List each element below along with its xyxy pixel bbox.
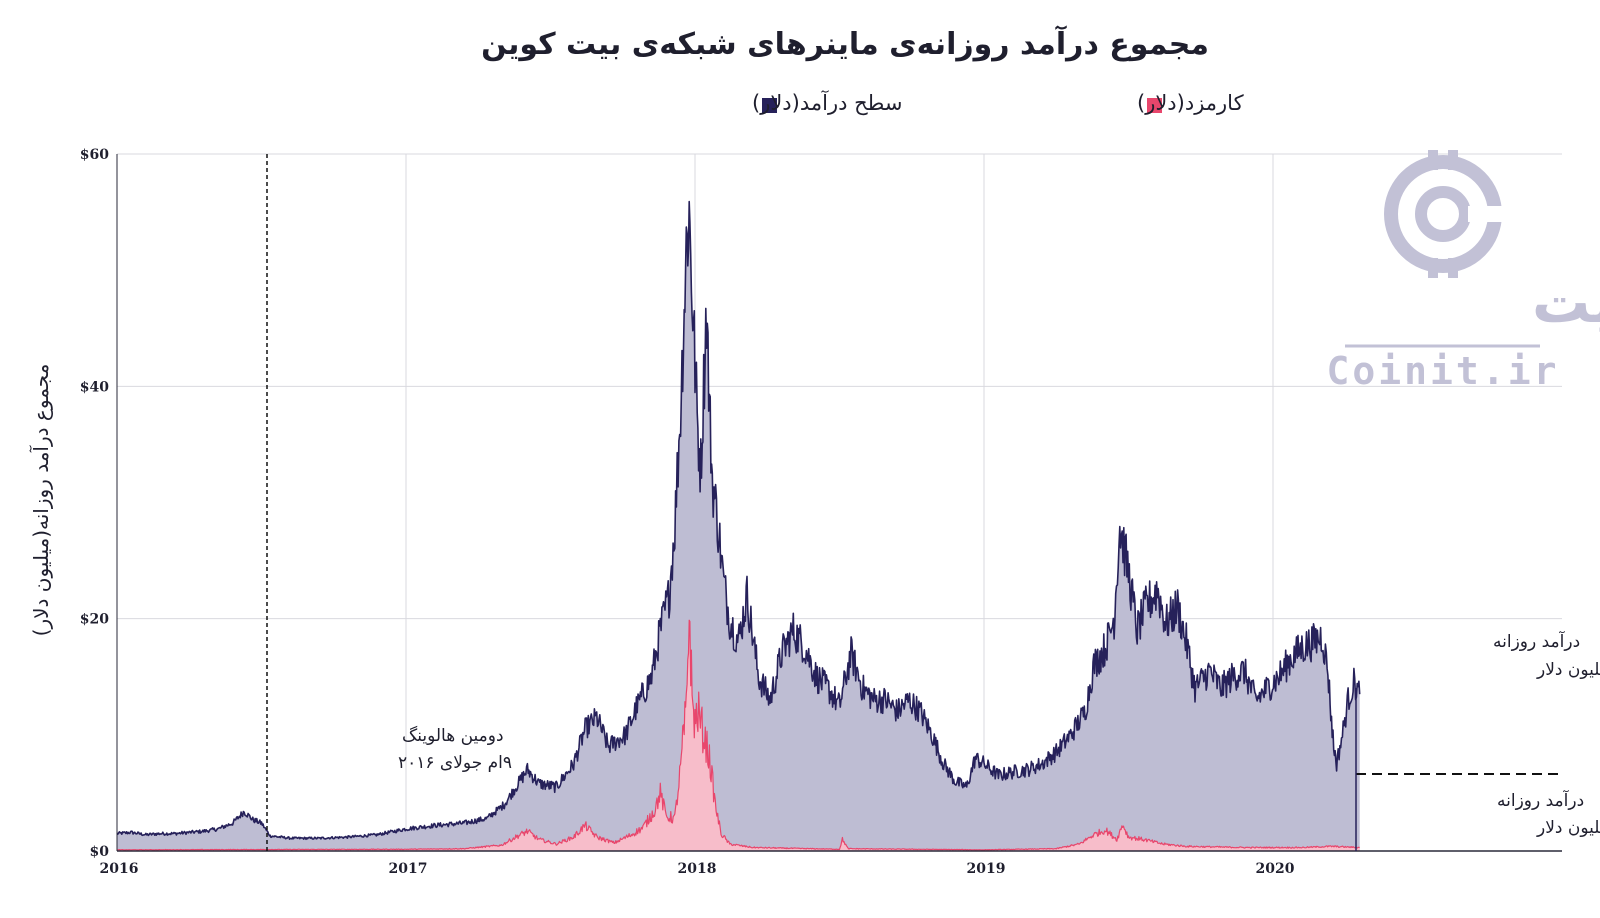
y-tick-label: $40 (80, 379, 109, 395)
halved-revenue-annotation-line-2: حدود ۶/۷ میلیون دلار (1536, 818, 1600, 838)
y-ticks: $0 $20 $40 $60 (80, 147, 109, 860)
x-ticks: 2016 2017 2018 2019 2020 (100, 861, 1295, 877)
halving-annotation-line-2: ۹ام جولای ۲۰۱۶ (398, 753, 512, 773)
y-tick-label: $0 (90, 844, 110, 860)
series-area-revenue (117, 201, 1360, 852)
halving-annotation-line-1: دومین هالوینگ (402, 725, 504, 746)
y-tick-label: $60 (80, 147, 109, 163)
series-line-revenue (116, 200, 1361, 841)
legend: سطح درآمد(دلار) کارمزد(دلار) (752, 90, 1244, 115)
legend-swatch-revenue (762, 98, 777, 113)
coinit-logo-icon (1384, 150, 1508, 278)
series-line-fees (116, 619, 1360, 851)
y-axis-label: مجموع درآمد روزانه(میلیون دلار) (28, 364, 53, 637)
watermark: کوینیت Coinit.ir (1327, 150, 1600, 393)
x-tick-label: 2016 (100, 861, 139, 877)
watermark-brand-en: Coinit.ir (1327, 349, 1560, 393)
halved-revenue-annotation-line-1: درآمد روزانه (1497, 789, 1584, 811)
x-tick-label: 2018 (678, 861, 717, 877)
y-tick-label: $20 (80, 612, 109, 628)
x-tick-label: 2019 (967, 861, 1006, 877)
legend-label-fees: کارمزد(دلار) (1137, 91, 1244, 115)
current-revenue-annotation-line-1: درآمد روزانه (1493, 630, 1580, 652)
current-revenue-annotation-line-2: حدود ۱۳/۴ میلیون دلار (1536, 660, 1600, 680)
legend-swatch-fees (1147, 98, 1162, 113)
series-layer (116, 200, 1361, 852)
chart-title: مجموع درآمد روزانه‌ی ماینرهای شبکه‌ی بیت… (481, 25, 1209, 62)
x-tick-label: 2020 (1256, 861, 1295, 877)
x-tick-label: 2017 (389, 861, 428, 877)
legend-label-revenue: سطح درآمد(دلار) (752, 90, 903, 115)
watermark-brand-fa: کوینیت (1532, 268, 1600, 337)
